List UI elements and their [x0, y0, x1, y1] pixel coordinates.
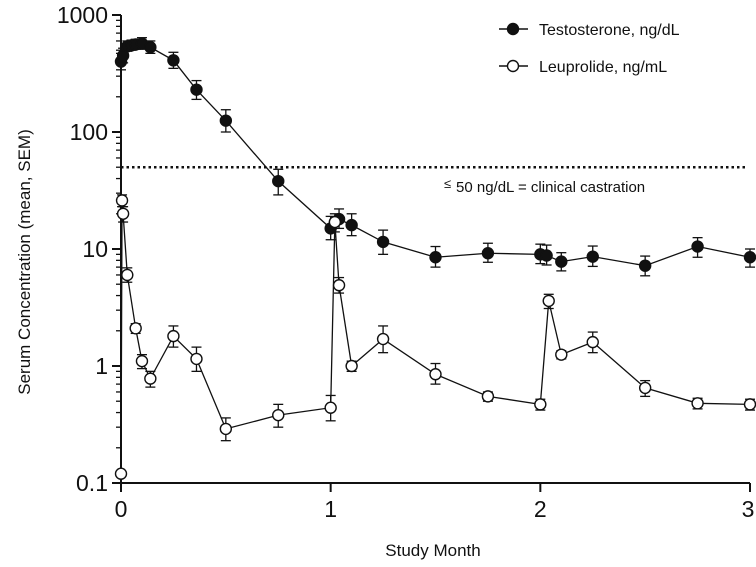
data-point: [542, 294, 555, 308]
legend-marker: [506, 22, 520, 36]
y-tick-label: 1000: [57, 2, 108, 28]
series-line: [120, 200, 751, 474]
legend-marker: [506, 59, 520, 73]
legend-label: Leuprolide, ng/mL: [539, 59, 667, 76]
data-point: [638, 381, 652, 395]
data-point: [345, 359, 358, 373]
data-point: [691, 240, 704, 253]
data-point: [540, 249, 553, 262]
data-point: [115, 194, 129, 207]
data-point: [328, 215, 342, 229]
data-point: [534, 398, 547, 411]
data-point: [586, 250, 599, 263]
series-group: [114, 37, 756, 480]
data-point: [376, 332, 390, 346]
axes: 0.1 1 10 100 1000 0 1 2 3: [57, 2, 755, 522]
data-point: [114, 467, 128, 480]
x-tick-label: 3: [742, 496, 755, 522]
data-point: [167, 329, 180, 343]
data-point: [345, 218, 358, 232]
data-point: [332, 279, 346, 292]
data-point: [190, 352, 203, 366]
data-point: [190, 83, 203, 96]
data-point: [586, 335, 599, 349]
x-tick-label: 0: [115, 496, 128, 522]
data-point: [481, 390, 495, 403]
reference-line-symbol: ≤: [444, 176, 451, 191]
data-point: [219, 422, 233, 436]
data-point: [272, 408, 285, 422]
data-point: [555, 348, 568, 361]
data-point: [272, 174, 285, 188]
data-point: [144, 372, 157, 385]
y-tick-label: 1: [95, 353, 108, 379]
data-point: [376, 235, 390, 249]
data-point: [167, 54, 180, 67]
data-point: [429, 368, 442, 381]
data-point: [121, 268, 134, 282]
reference-line-group: ≤50 ng/dL = clinical castration: [121, 165, 745, 196]
data-point: [219, 114, 233, 127]
data-point: [429, 251, 442, 264]
data-point: [144, 41, 157, 54]
reference-line-label: 50 ng/dL = clinical castration: [456, 179, 645, 196]
testosterone-series: [114, 37, 756, 277]
data-point: [743, 398, 756, 411]
series-line: [120, 42, 751, 267]
y-tick-label: 0.1: [76, 470, 108, 496]
data-point: [743, 251, 756, 264]
data-point: [116, 207, 130, 220]
x-axis-label: Study Month: [385, 541, 480, 560]
data-point: [135, 354, 149, 368]
leuprolide-series: [114, 194, 756, 480]
data-point: [691, 397, 704, 410]
y-tick-label: 100: [70, 119, 108, 145]
x-tick-label: 2: [534, 496, 547, 522]
data-point: [638, 259, 652, 272]
data-point: [555, 255, 568, 268]
data-point: [129, 322, 142, 335]
y-axis-label: Serum Concentration (mean, SEM): [15, 129, 34, 395]
x-tick-label: 1: [324, 496, 337, 522]
data-point: [324, 401, 337, 414]
legend-label: Testosterone, ng/dL: [539, 22, 680, 39]
y-tick-label: 10: [82, 236, 108, 262]
legend: Testosterone, ng/dL Leuprolide, ng/mL: [499, 22, 680, 76]
data-point: [481, 247, 495, 260]
